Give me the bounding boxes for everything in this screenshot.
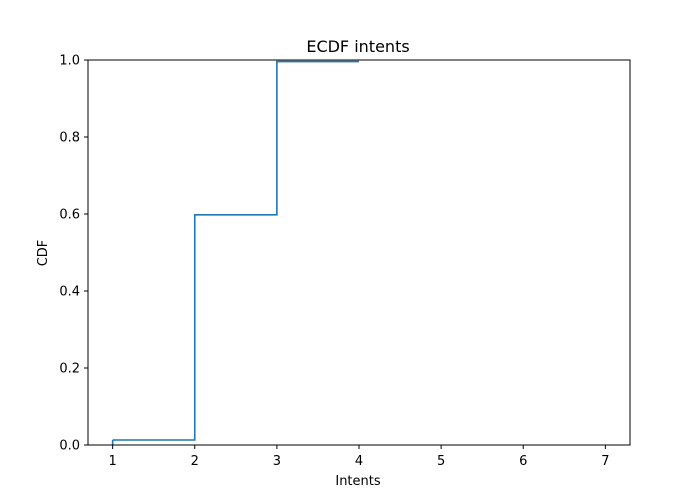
y-tick-label-0.0: 0.0 <box>59 439 80 454</box>
plot-area-frame <box>87 59 631 446</box>
x-tick-label-6: 6 <box>519 454 527 469</box>
x-axis-ticks: 1 2 3 4 5 6 7 <box>108 445 610 469</box>
y-tick-label-0.2: 0.2 <box>59 362 80 377</box>
x-axis-label: Intents <box>335 474 381 489</box>
y-tick-label-1.0: 1.0 <box>59 54 80 69</box>
x-tick-label-3: 3 <box>273 454 281 469</box>
y-axis-label: CDF <box>36 240 51 267</box>
chart-title: ECDF intents <box>306 37 409 56</box>
x-tick-label-2: 2 <box>191 454 199 469</box>
x-tick-label-1: 1 <box>108 454 116 469</box>
series-0-step-line <box>112 60 359 441</box>
x-tick-label-7: 7 <box>601 454 609 469</box>
series-layer <box>111 60 359 445</box>
x-tick-label-4: 4 <box>355 454 363 469</box>
y-tick-label-0.4: 0.4 <box>59 285 80 300</box>
y-axis-ticks: 0.0 0.2 0.4 0.6 0.8 1.0 <box>59 54 88 454</box>
y-tick-label-0.6: 0.6 <box>59 208 80 223</box>
y-tick-label-0.8: 0.8 <box>59 131 80 146</box>
x-tick-label-5: 5 <box>437 454 445 469</box>
